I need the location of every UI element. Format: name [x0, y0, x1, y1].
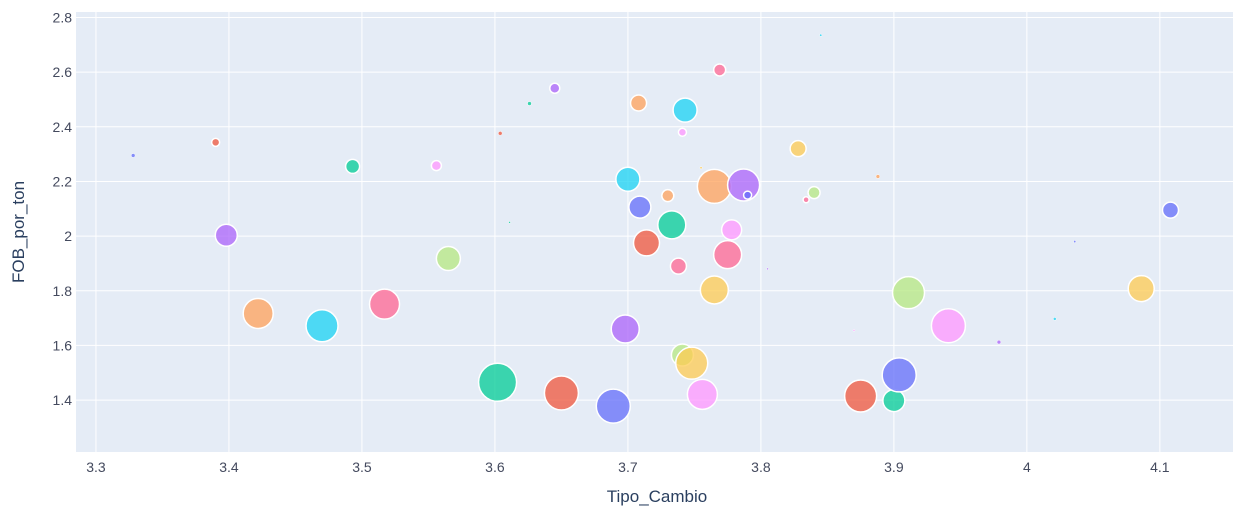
data-points	[130, 33, 1180, 424]
scatter-point[interactable]	[672, 97, 698, 123]
scatter-point[interactable]	[632, 229, 661, 257]
scatter-point[interactable]	[628, 195, 652, 219]
scatter-point[interactable]	[686, 378, 719, 411]
scatter-point[interactable]	[368, 288, 401, 320]
scatter-point[interactable]	[543, 375, 580, 411]
y-tick-label: 2	[64, 228, 72, 244]
y-tick-label: 2.6	[53, 64, 73, 80]
scatter-point[interactable]	[712, 239, 743, 270]
scatter-point[interactable]	[527, 101, 532, 106]
scatter-point[interactable]	[669, 257, 688, 275]
scatter-point[interactable]	[852, 329, 856, 332]
scatter-point[interactable]	[435, 245, 462, 272]
scatter-point[interactable]	[344, 158, 361, 175]
x-tick-label: 3.5	[352, 459, 372, 475]
scatter-point[interactable]	[1073, 240, 1077, 244]
y-axis-ticks: 1.4 1.6 1.8 2 2.2 2.4 2.6 2.8	[53, 9, 73, 408]
scatter-point[interactable]	[657, 210, 687, 240]
scatter-point[interactable]	[802, 196, 810, 204]
x-axis-ticks: 3.3 3.4 3.5 3.6 3.7 3.8 3.9 4 4.1	[86, 459, 1170, 475]
scatter-point[interactable]	[742, 190, 753, 200]
scatter-point[interactable]	[996, 339, 1002, 345]
x-tick-label: 4	[1023, 459, 1031, 475]
scatter-point[interactable]	[305, 308, 339, 343]
scatter-point[interactable]	[615, 166, 641, 193]
scatter-point[interactable]	[677, 127, 688, 137]
x-tick-label: 3.9	[884, 459, 904, 475]
scatter-point[interactable]	[661, 188, 675, 203]
x-tick-label: 3.7	[618, 459, 638, 475]
x-tick-label: 3.4	[219, 459, 239, 475]
scatter-point[interactable]	[881, 357, 917, 393]
scatter-point[interactable]	[508, 221, 511, 224]
scatter-point[interactable]	[214, 223, 239, 248]
scatter-point[interactable]	[699, 275, 730, 305]
scatter-point[interactable]	[610, 314, 640, 344]
scatter-point[interactable]	[130, 153, 136, 158]
scatter-point[interactable]	[843, 379, 878, 413]
x-tick-label: 3.3	[86, 459, 106, 475]
scatter-point[interactable]	[875, 174, 881, 179]
scatter-point[interactable]	[789, 139, 807, 158]
scatter-point[interactable]	[807, 185, 821, 200]
y-tick-label: 2.8	[53, 9, 73, 25]
scatter-point[interactable]	[720, 219, 743, 241]
x-tick-label: 4.1	[1150, 459, 1170, 475]
scatter-point[interactable]	[430, 159, 443, 172]
scatter-point[interactable]	[210, 137, 221, 148]
scatter-point[interactable]	[766, 267, 769, 271]
scatter-point[interactable]	[497, 131, 503, 136]
scatter-point[interactable]	[674, 346, 709, 380]
y-tick-label: 2.4	[53, 119, 73, 135]
scatter-point[interactable]	[549, 82, 561, 94]
scatter-point[interactable]	[930, 307, 967, 344]
scatter-point[interactable]	[882, 388, 906, 413]
scatter-point[interactable]	[819, 33, 823, 37]
y-tick-label: 1.6	[53, 337, 73, 353]
x-tick-label: 3.8	[751, 459, 771, 475]
x-axis-title: Tipo_Cambio	[607, 487, 707, 506]
scatter-point[interactable]	[712, 63, 727, 77]
scatter-point[interactable]	[477, 362, 518, 403]
scatter-point[interactable]	[891, 275, 926, 310]
scatter-point[interactable]	[1127, 274, 1155, 303]
y-tick-label: 1.4	[53, 392, 73, 408]
y-tick-label: 2.2	[53, 173, 73, 189]
x-tick-label: 3.6	[485, 459, 505, 475]
scatter-point[interactable]	[1161, 201, 1180, 219]
scatter-point[interactable]	[699, 166, 703, 170]
scatter-point[interactable]	[242, 297, 274, 330]
scatter-point[interactable]	[1053, 317, 1057, 321]
scatter-point[interactable]	[595, 388, 632, 424]
y-tick-label: 1.8	[53, 283, 73, 299]
scatter-point[interactable]	[696, 168, 733, 205]
scatter-point[interactable]	[629, 94, 648, 112]
y-axis-title: FOB_por_ton	[9, 181, 28, 283]
grid-lines	[76, 12, 1233, 452]
